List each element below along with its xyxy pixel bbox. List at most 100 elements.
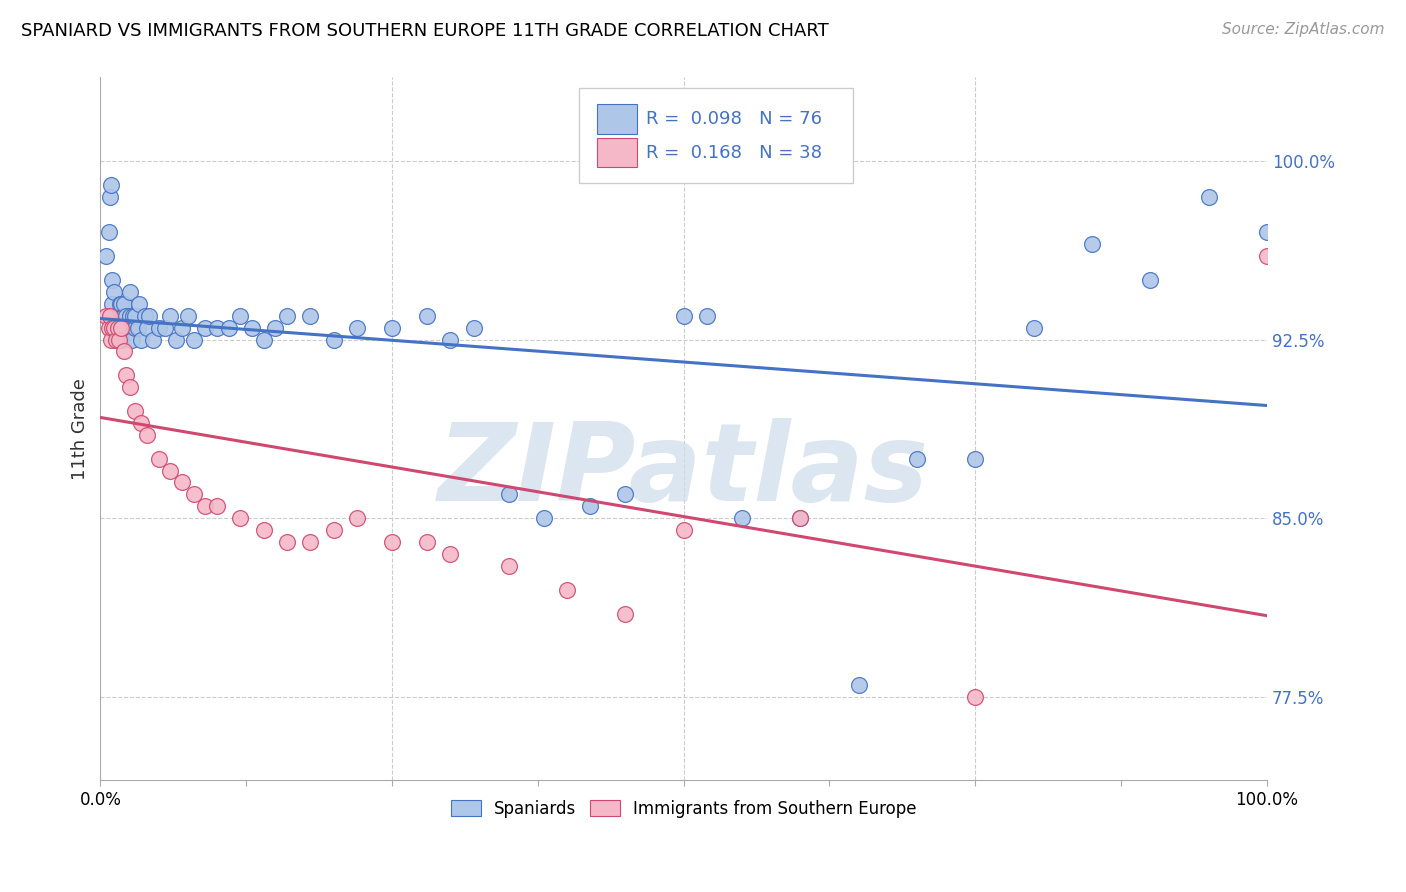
Point — [103, 320, 125, 334]
Point — [136, 320, 159, 334]
Point — [104, 309, 127, 323]
Point — [148, 451, 170, 466]
Point — [101, 309, 124, 323]
Point — [1256, 225, 1278, 239]
Point — [1081, 237, 1104, 252]
Point — [129, 333, 152, 347]
Point — [98, 309, 121, 323]
Point — [346, 320, 368, 334]
Point — [194, 500, 217, 514]
Point — [439, 547, 461, 561]
Text: ZIPatlas: ZIPatlas — [439, 418, 929, 524]
Point — [848, 678, 870, 692]
Point — [96, 309, 118, 323]
Point — [107, 320, 129, 334]
Point — [108, 320, 131, 334]
Point — [789, 511, 811, 525]
Point — [1139, 273, 1161, 287]
Point — [1022, 320, 1045, 334]
Point — [218, 320, 240, 334]
Point — [110, 320, 132, 334]
Text: Source: ZipAtlas.com: Source: ZipAtlas.com — [1222, 22, 1385, 37]
Point — [672, 309, 695, 323]
Point — [115, 320, 138, 334]
FancyBboxPatch shape — [598, 104, 637, 134]
Point — [905, 451, 928, 466]
FancyBboxPatch shape — [579, 88, 853, 183]
Text: R =  0.098   N = 76: R = 0.098 N = 76 — [647, 110, 823, 128]
Point — [579, 500, 602, 514]
Point — [112, 297, 135, 311]
Point — [555, 582, 578, 597]
Point — [101, 297, 124, 311]
Point — [299, 535, 322, 549]
Point — [183, 333, 205, 347]
Point — [129, 416, 152, 430]
Point — [253, 333, 276, 347]
Point — [118, 285, 141, 299]
Point — [107, 320, 129, 334]
Point — [381, 535, 404, 549]
Point — [170, 475, 193, 490]
Point — [108, 333, 131, 347]
Point — [240, 320, 263, 334]
Point — [122, 309, 145, 323]
Point — [98, 189, 121, 203]
Point — [498, 558, 520, 573]
Point — [533, 511, 555, 525]
Point — [299, 309, 322, 323]
Point — [107, 333, 129, 347]
Point — [110, 333, 132, 347]
Point — [111, 309, 134, 323]
FancyBboxPatch shape — [598, 138, 637, 168]
Point — [1256, 249, 1278, 263]
Point — [159, 309, 181, 323]
Legend: Spaniards, Immigrants from Southern Europe: Spaniards, Immigrants from Southern Euro… — [444, 793, 924, 825]
Point — [104, 333, 127, 347]
Point — [142, 333, 165, 347]
Point — [789, 511, 811, 525]
Point — [124, 309, 146, 323]
Point — [100, 178, 122, 192]
Point — [107, 309, 129, 323]
Point — [205, 500, 228, 514]
Point — [124, 404, 146, 418]
Point — [108, 297, 131, 311]
Point — [965, 690, 987, 704]
Text: SPANIARD VS IMMIGRANTS FROM SOUTHERN EUROPE 11TH GRADE CORRELATION CHART: SPANIARD VS IMMIGRANTS FROM SOUTHERN EUR… — [21, 22, 830, 40]
Point — [96, 249, 118, 263]
Y-axis label: 11th Grade: 11th Grade — [72, 378, 89, 480]
Point — [118, 309, 141, 323]
Point — [205, 320, 228, 334]
Point — [416, 535, 439, 549]
Point — [177, 309, 200, 323]
Point — [134, 309, 156, 323]
Point — [97, 225, 120, 239]
Point — [416, 309, 439, 323]
Point — [614, 607, 637, 621]
Point — [322, 333, 344, 347]
Point — [253, 523, 276, 537]
Point — [498, 487, 520, 501]
Point — [101, 273, 124, 287]
Point — [103, 320, 125, 334]
Point — [731, 511, 754, 525]
Point — [170, 320, 193, 334]
Point — [165, 333, 187, 347]
Point — [110, 297, 132, 311]
Point — [104, 333, 127, 347]
Point — [138, 309, 160, 323]
Point — [229, 511, 252, 525]
Point — [148, 320, 170, 334]
Point — [128, 297, 150, 311]
Point — [124, 320, 146, 334]
Point — [112, 309, 135, 323]
Point — [153, 320, 176, 334]
Point — [115, 309, 138, 323]
Point — [97, 320, 120, 334]
Point — [183, 487, 205, 501]
Point — [105, 320, 128, 334]
Point — [121, 333, 143, 347]
Point — [1198, 189, 1220, 203]
Point — [103, 285, 125, 299]
